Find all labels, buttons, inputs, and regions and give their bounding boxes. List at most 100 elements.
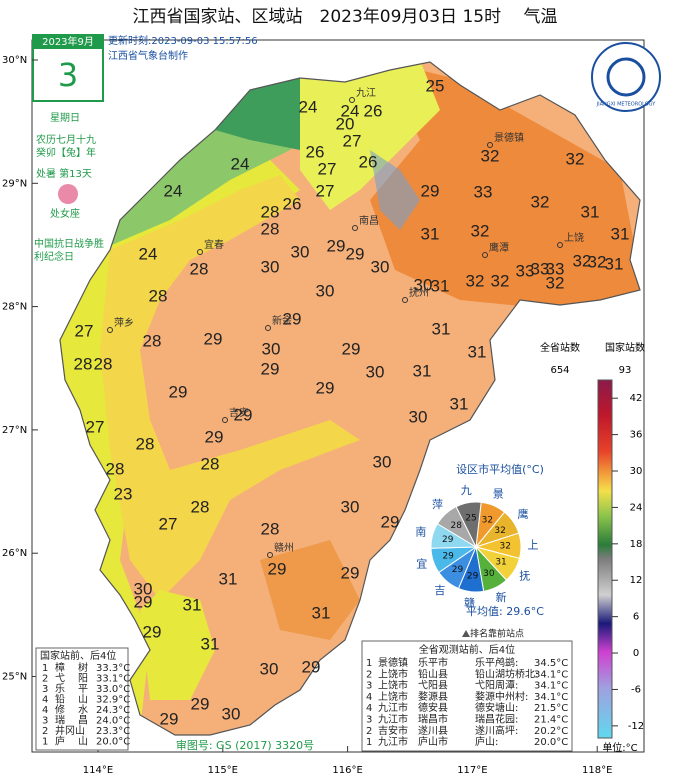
logo: JIANGXI METEOROLOGY xyxy=(591,42,661,112)
lat-label: 29°N xyxy=(2,178,27,189)
pie-title: 设区市平均值(°C) xyxy=(456,462,544,476)
station-value: 29 xyxy=(234,405,253,424)
city-name: 吉安 xyxy=(229,406,249,419)
station-value: 29 xyxy=(268,559,287,578)
lat-label: 28°N xyxy=(2,302,27,313)
station-value: 29 xyxy=(204,329,223,348)
station-value: 29 xyxy=(381,512,400,531)
lon-label: 117°E xyxy=(457,765,487,776)
station-value: 30 xyxy=(262,339,281,358)
all-cell: 20.0°C xyxy=(534,737,568,748)
national-cell: 树 xyxy=(78,661,88,674)
pie-value: 29 xyxy=(452,565,464,575)
national-cell: 庐 xyxy=(55,735,65,748)
station-value: 30 xyxy=(409,407,428,426)
all-cell: 4 xyxy=(366,703,372,714)
national-cell: 瑞 xyxy=(55,715,65,727)
station-value: 32 xyxy=(573,251,592,270)
city-dot xyxy=(482,252,488,258)
all-cell: 34.1°C xyxy=(534,681,568,692)
station-value: 32 xyxy=(471,221,490,240)
station-value: 29 xyxy=(302,657,321,676)
all-cell: 乐平鸬鹚: xyxy=(475,656,518,669)
pie-label: 新 xyxy=(496,590,507,604)
national-cell: 3 xyxy=(42,684,48,695)
national-cell: 弋 xyxy=(55,672,65,685)
station-value: 25 xyxy=(426,76,445,95)
city-name: 上饶 xyxy=(564,231,584,244)
title: 江西省国家站、区域站 2023年09月03日 15时 气温 xyxy=(133,7,558,27)
pie-average: 平均值: 29.6°C xyxy=(466,605,544,618)
station-value: 28 xyxy=(261,519,280,538)
all-count-label: 全省站数 xyxy=(540,341,580,354)
station-value: 30 xyxy=(366,362,385,381)
station-value: 29 xyxy=(169,382,188,401)
station-value: 27 xyxy=(159,514,178,533)
national-count-label: 国家站数 xyxy=(605,341,645,354)
city-name: 新余 xyxy=(272,314,292,327)
national-cell: 1 xyxy=(42,737,48,748)
all-cell: 2 xyxy=(366,726,372,737)
pie-label: 抚 xyxy=(519,568,530,582)
all-cell: 上饶市 xyxy=(378,690,408,703)
station-value: 30 xyxy=(373,452,392,471)
station-value: 31 xyxy=(431,276,450,295)
station-value: 24 xyxy=(299,97,318,116)
lon-label: 118°E xyxy=(582,765,612,776)
all-cell: 九江市 xyxy=(378,701,408,714)
station-value: 26 xyxy=(359,152,378,171)
pie-label: 赣 xyxy=(464,596,475,610)
station-value: 23 xyxy=(114,484,133,503)
station-value: 30 xyxy=(134,579,153,598)
station-value: 30 xyxy=(222,704,241,723)
station-value: 30 xyxy=(414,275,433,294)
station-value: 28 xyxy=(149,286,168,305)
station-value: 29 xyxy=(143,622,162,641)
unit: 单位:°C xyxy=(602,741,637,754)
station-value: 28 xyxy=(143,331,162,350)
city-name: 鹰潭 xyxy=(489,241,509,254)
zodiac: 处女座 xyxy=(50,207,80,220)
national-cell: 33.0°C xyxy=(96,684,130,695)
calendar-day: 3 xyxy=(58,56,78,94)
all-table-title: 全省观测站前、后4位 xyxy=(419,643,515,656)
city-dot xyxy=(265,325,271,331)
year-name: 癸卯【兔】年 xyxy=(36,146,96,159)
calendar-month: 2023年9月 xyxy=(42,35,94,48)
station-value: 31 xyxy=(605,254,624,273)
national-cell: 山 xyxy=(78,736,88,748)
city-dot xyxy=(107,327,113,333)
station-value: 24 xyxy=(139,244,158,263)
station-value: 29 xyxy=(327,236,346,255)
all-cell: 瑞昌市 xyxy=(418,713,448,726)
pie-label: 南 xyxy=(415,526,426,539)
all-cell: 婺源县 xyxy=(418,690,448,703)
station-value: 32 xyxy=(546,273,565,292)
station-value: 31 xyxy=(468,342,487,361)
national-cell: 水 xyxy=(78,704,88,716)
colorbar-label: 0 xyxy=(633,648,639,659)
station-value: 33 xyxy=(531,259,550,278)
colorbar-label: 24 xyxy=(630,502,643,513)
lat-label: 26°N xyxy=(2,548,27,559)
logo-symbol xyxy=(606,57,646,97)
station-value: 29 xyxy=(283,309,302,328)
all-table-box xyxy=(361,640,573,752)
colorbar-label: 42 xyxy=(630,393,643,404)
all-cell: 34.1°C xyxy=(534,692,568,703)
station-value: 31 xyxy=(432,319,451,338)
all-cell: 4 xyxy=(366,692,372,703)
national-cell: 20.0°C xyxy=(96,737,130,748)
all-cell: 21.5°C xyxy=(534,703,568,714)
city-dot xyxy=(349,97,355,103)
national-cell: 山 xyxy=(78,694,88,706)
pie-value: 32 xyxy=(482,516,493,526)
all-cell: 3 xyxy=(366,681,372,692)
all-cell: 上饶市 xyxy=(378,667,408,680)
all-cell: 九江市 xyxy=(378,713,408,726)
colorbar-label: 12 xyxy=(630,575,643,586)
station-value: 30 xyxy=(341,497,360,516)
colorbar-ramp xyxy=(597,379,613,739)
